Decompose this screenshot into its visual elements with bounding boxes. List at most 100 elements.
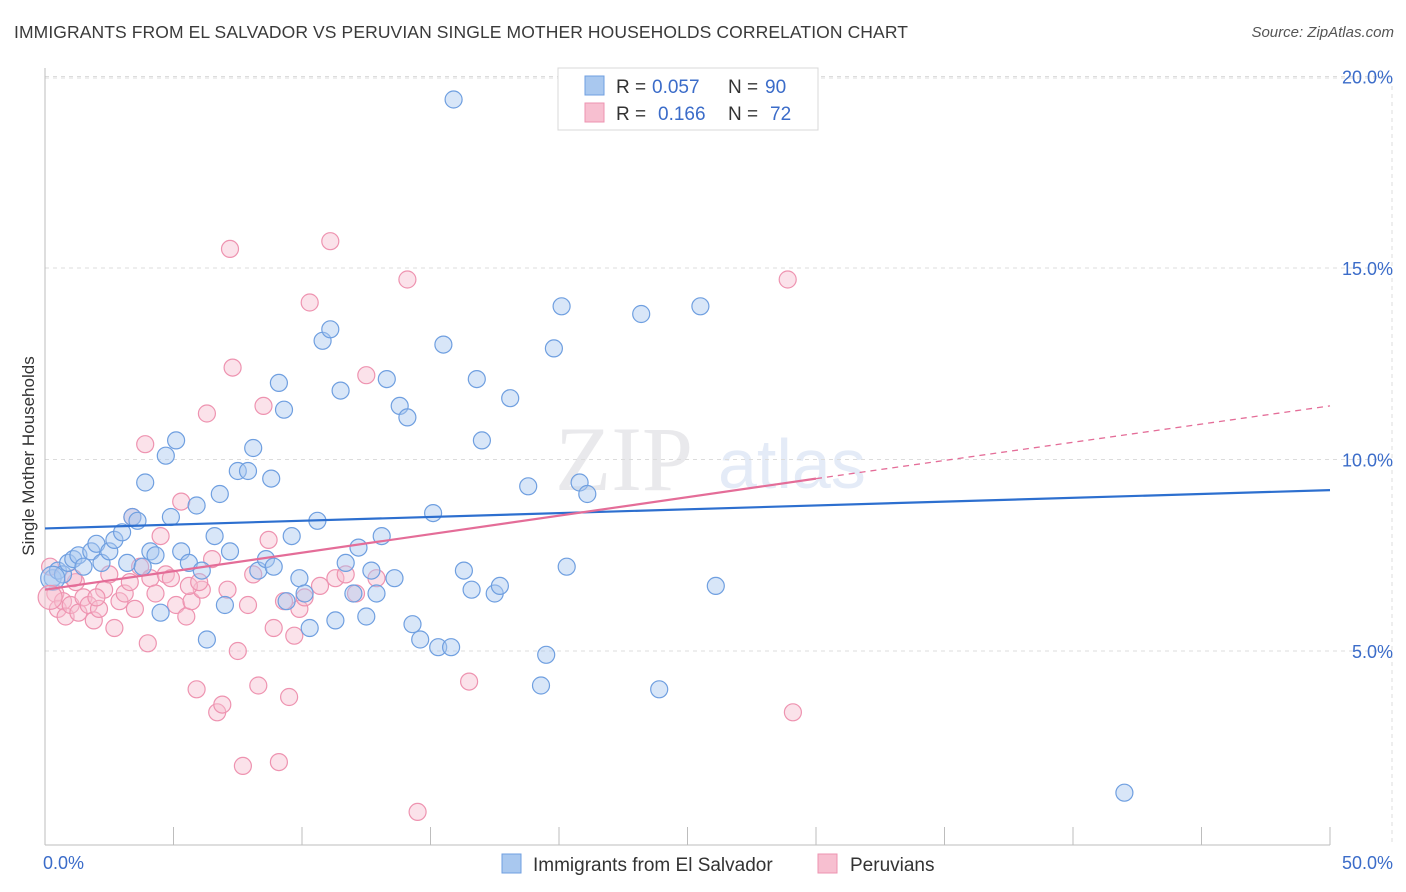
point-el-salvador	[331, 381, 350, 400]
point-el-salvador	[210, 484, 229, 504]
point-el-salvador	[269, 373, 288, 392]
point-el-salvador	[519, 477, 538, 496]
point-peruvians	[87, 588, 106, 607]
point-peruvians	[182, 592, 201, 611]
point-el-salvador	[424, 503, 443, 523]
point-el-salvador	[112, 523, 132, 542]
legend-n-value-blue: 90	[765, 77, 786, 98]
point-el-salvador	[467, 370, 486, 389]
legend-r-value-blue: 0.057	[652, 77, 700, 98]
trend-line-el-salvador	[44, 489, 1331, 530]
point-peruvians	[280, 687, 299, 707]
point-peruvians	[187, 680, 206, 699]
legend-swatch-pink	[584, 102, 605, 123]
x-tick-label: 0.0%	[43, 853, 84, 873]
legend-n-value-pink: 72	[770, 104, 791, 125]
point-el-salvador	[151, 603, 170, 622]
legend-r-label-blue: R =	[616, 77, 646, 98]
data-points	[37, 90, 1134, 822]
point-peruvians	[326, 569, 345, 588]
point-peruvians	[249, 676, 268, 695]
trend-lines	[44, 405, 1331, 591]
point-peruvians	[161, 569, 180, 588]
point-peruvians	[167, 595, 186, 615]
watermark-atlas: atlas	[718, 425, 866, 503]
bottom-legend-swatch-pink	[817, 853, 838, 874]
point-el-salvador	[274, 400, 294, 419]
point-peruvians	[321, 232, 340, 251]
point-el-salvador	[228, 461, 247, 481]
point-el-salvador	[398, 408, 417, 427]
point-peruvians	[295, 588, 314, 607]
point-el-salvador	[403, 615, 422, 634]
bottom-legend: Immigrants from El Salvador Peruvians	[501, 853, 935, 876]
point-el-salvador	[362, 561, 381, 580]
point-el-salvador	[706, 576, 725, 596]
point-peruvians	[300, 293, 319, 312]
point-peruvians	[203, 549, 222, 569]
point-el-salvador	[262, 469, 281, 488]
point-el-salvador	[501, 389, 520, 408]
point-peruvians	[151, 526, 170, 546]
point-peruvians	[264, 618, 283, 638]
point-peruvians	[783, 703, 803, 722]
point-peruvians	[218, 580, 237, 599]
point-el-salvador	[357, 607, 376, 626]
point-el-salvador	[336, 553, 355, 573]
point-peruvians	[89, 599, 109, 619]
point-el-salvador	[377, 370, 396, 389]
point-el-salvador	[264, 557, 283, 576]
point-peruvians	[146, 584, 165, 603]
legend-r-label-pink: R =	[616, 104, 646, 125]
point-el-salvador	[192, 561, 211, 580]
point-el-salvador	[444, 90, 463, 109]
point-peruvians	[177, 607, 196, 626]
point-peruvians	[238, 595, 258, 615]
point-peruvians	[460, 672, 479, 691]
point-el-salvador	[578, 484, 597, 504]
point-el-salvador	[136, 473, 155, 492]
point-el-salvador	[295, 584, 314, 603]
point-peruvians	[125, 599, 144, 619]
trend-line-peruvians	[44, 477, 817, 591]
point-el-salvador	[326, 611, 345, 630]
point-peruvians	[115, 584, 134, 603]
point-el-salvador	[691, 297, 710, 316]
point-peruvians	[778, 270, 797, 289]
point-el-salvador	[544, 339, 564, 358]
point-el-salvador	[277, 592, 296, 611]
point-el-salvador	[557, 557, 576, 576]
point-peruvians	[138, 634, 157, 653]
y-tick-label: 20.0%	[1342, 68, 1393, 88]
bottom-legend-swatch-blue	[501, 853, 522, 874]
point-el-salvador	[161, 507, 180, 527]
legend-box: R = 0.057 N = 90 R = 0.166 N = 72	[557, 67, 819, 131]
point-el-salvador	[349, 538, 368, 557]
point-el-salvador	[531, 676, 551, 695]
point-peruvians	[84, 611, 103, 630]
point-peruvians	[408, 802, 427, 822]
point-peruvians	[254, 396, 273, 415]
point-el-salvador	[282, 526, 301, 546]
point-el-salvador	[146, 546, 165, 565]
axes	[44, 68, 1331, 846]
trend-line-peruvians-extension	[815, 405, 1331, 480]
point-el-salvador	[74, 557, 93, 576]
point-peruvians	[310, 576, 330, 596]
point-el-salvador	[462, 580, 481, 599]
point-peruvians	[233, 756, 252, 776]
point-el-salvador	[215, 595, 234, 615]
watermark: ZIP atlas	[555, 408, 866, 510]
y-tick-label: 5.0%	[1352, 642, 1393, 662]
point-peruvians	[197, 404, 216, 423]
source-label: Source: ZipAtlas.com	[1251, 24, 1394, 41]
point-el-salvador	[537, 645, 556, 664]
point-el-salvador	[442, 638, 461, 657]
point-peruvians	[285, 626, 304, 645]
point-el-salvador	[321, 320, 340, 339]
y-tick-label: 15.0%	[1342, 259, 1393, 279]
point-peruvians	[136, 435, 155, 454]
point-el-salvador	[100, 542, 119, 561]
point-el-salvador	[205, 526, 224, 546]
point-el-salvador	[300, 618, 319, 638]
